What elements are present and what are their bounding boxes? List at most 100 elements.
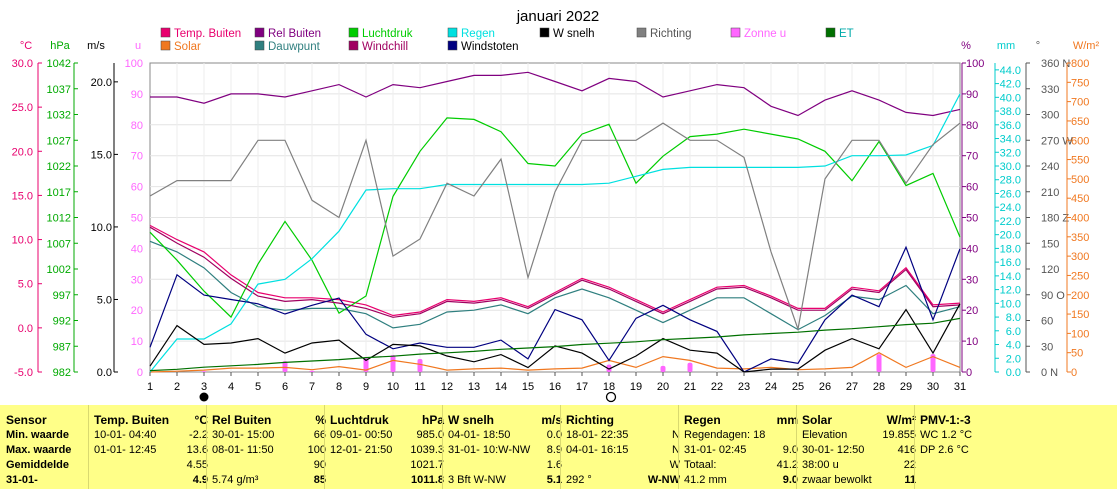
- axis-tick-hpa: 1012: [47, 213, 71, 225]
- temp-header: Temp. Buiten: [94, 413, 170, 427]
- temp-max-time: 01-01- 12:45: [94, 444, 157, 456]
- axis-tick-ms: 20.0: [91, 77, 112, 89]
- bar-zonne-u: [201, 371, 207, 372]
- temp-avg: 4.55: [186, 459, 208, 471]
- axis-tick-wm2: 600: [1071, 135, 1089, 147]
- axis-tick-wm2: 350: [1071, 232, 1089, 244]
- axis-unit-hpa: hPa: [50, 40, 70, 52]
- temp-min: -2.2: [189, 429, 208, 441]
- col-pmv: PMV-1:-3 WC 1.2 °C DP 2.6 °C: [914, 405, 1117, 489]
- regen-current: 9.0: [782, 474, 798, 486]
- druk-max-time: 12-01- 21:50: [330, 444, 393, 456]
- axis-tick-ms: 15.0: [91, 149, 112, 161]
- bar-zonne-u: [930, 354, 936, 372]
- row-label-current: 31-01-: [6, 474, 38, 486]
- bar-zonne-u: [363, 358, 369, 372]
- axis-tick-pct: 0: [966, 367, 972, 379]
- axis-tick-deg: 270 W: [1041, 135, 1073, 147]
- axis-unit-u: u: [135, 40, 141, 52]
- regen-total-label: Totaal:: [684, 459, 717, 471]
- axis-tick-u: 80: [131, 120, 143, 132]
- x-tick: 11: [414, 381, 425, 393]
- solar-hours: 38:00 u: [802, 459, 839, 471]
- axis-tick-hpa: 1007: [47, 238, 71, 250]
- legend-label-2: Rel Buiten: [268, 28, 321, 40]
- bar-zonne-u: [309, 370, 315, 372]
- axis-tick-hpa: 1037: [47, 84, 71, 96]
- rel-avg: 90: [313, 459, 326, 471]
- solar-avg: 22: [903, 459, 916, 471]
- series-temp-buiten: [149, 224, 961, 317]
- legend-swatch-6: [447, 27, 458, 38]
- druk-min-time: 09-01- 00:50: [330, 429, 393, 441]
- solar-current: 11: [904, 474, 916, 486]
- legend-label-5: Windchill: [362, 41, 408, 53]
- wind-beaufort: 3 Bft W-NW: [448, 474, 506, 486]
- axis-tick-pct: 10: [966, 336, 978, 348]
- solar-max: 416: [897, 444, 916, 456]
- col-regen: Regen mm Regendagen: 18 31-01- 02:45 9.0 T…: [678, 405, 802, 489]
- wind-unit: m/s: [541, 413, 562, 427]
- x-tick: 28: [873, 381, 885, 393]
- axis-tick-mm: 38.0: [1000, 106, 1021, 118]
- wind-current: 5.1: [546, 474, 562, 486]
- axis-tick-wm2: 250: [1071, 270, 1089, 282]
- x-tick: 5: [255, 381, 261, 393]
- regen-max-time: 31-01- 02:45: [684, 444, 747, 456]
- solar-sky: zwaar bewolkt: [802, 474, 872, 486]
- axis-tick-ms: 0.0: [97, 367, 112, 379]
- axis-tick-wm2: 800: [1071, 58, 1089, 70]
- axis-tick-wm2: 450: [1071, 193, 1089, 205]
- legend-swatch-3: [254, 40, 265, 51]
- axis-tick-celsius: -5.0: [14, 367, 33, 379]
- axis-tick-ms: 5.0: [97, 294, 112, 306]
- x-tick: 4: [228, 381, 234, 393]
- legend-swatch-8: [539, 27, 550, 38]
- axis-tick-mm: 30.0: [1000, 161, 1021, 173]
- series-richting: [149, 122, 961, 332]
- solar-unit: W/m²: [886, 413, 916, 427]
- x-tick: 18: [603, 381, 615, 393]
- axis-tick-wm2: 750: [1071, 77, 1089, 89]
- axis-tick-hpa: 992: [53, 316, 71, 328]
- legend-label-8: W snelh: [553, 28, 595, 40]
- x-tick: 8: [336, 381, 342, 393]
- x-tick: 24: [765, 381, 777, 393]
- richting-current: W-NW: [647, 474, 680, 486]
- series-luchtdruk: [149, 117, 961, 319]
- axis-tick-pct: 70: [966, 151, 978, 163]
- rel-max: 100: [307, 444, 326, 456]
- axis-tick-wm2: 650: [1071, 116, 1089, 128]
- druk-max: 1039.3: [410, 444, 444, 456]
- axis-unit-pct: %: [961, 40, 971, 52]
- sensor-header: Sensor: [6, 413, 47, 427]
- axis-tick-wm2: 300: [1071, 251, 1089, 263]
- axis-unit-deg: °: [1036, 40, 1040, 52]
- axis-tick-hpa: 1002: [47, 264, 71, 276]
- legend-swatch-1: [160, 40, 171, 51]
- druk-header: Luchtdruk: [330, 413, 389, 427]
- axis-tick-u: 30: [131, 274, 143, 286]
- series-regen: [149, 93, 961, 373]
- x-axis: 1 2 3 4 5 6 7 8 9 10 11 12 13 14 15 16 17 18 19 20 21 22 23 24 2…: [147, 372, 966, 393]
- rel-min-time: 30-01- 15:00: [212, 429, 275, 441]
- regen-header: Regen: [684, 413, 721, 427]
- series-w-snelh: [149, 303, 961, 373]
- x-tick: 27: [846, 381, 858, 393]
- axis-tick-pct: 80: [966, 120, 978, 132]
- solar-header: Solar: [802, 413, 833, 427]
- axis-tick-wm2: 150: [1071, 309, 1089, 321]
- pmv-header: PMV-1:-3: [920, 413, 971, 427]
- legend-label-0: Temp. Buiten: [174, 28, 241, 40]
- axis-tick-hpa: 1017: [47, 187, 71, 199]
- legend-swatch-11: [825, 27, 836, 38]
- axis-tick-mm: 24.0: [1000, 202, 1021, 214]
- series-solar: [149, 352, 961, 373]
- axis-tick-hpa: 1022: [47, 161, 71, 173]
- pmv-windchill: WC 1.2 °C: [920, 429, 973, 441]
- axis-tick-u: 40: [131, 243, 143, 255]
- axis-tick-hpa: 1042: [47, 58, 71, 70]
- wind-min: 0.0: [546, 429, 562, 441]
- axis-tick-deg: 60: [1041, 316, 1053, 328]
- druk-current: 1011.8: [410, 474, 444, 486]
